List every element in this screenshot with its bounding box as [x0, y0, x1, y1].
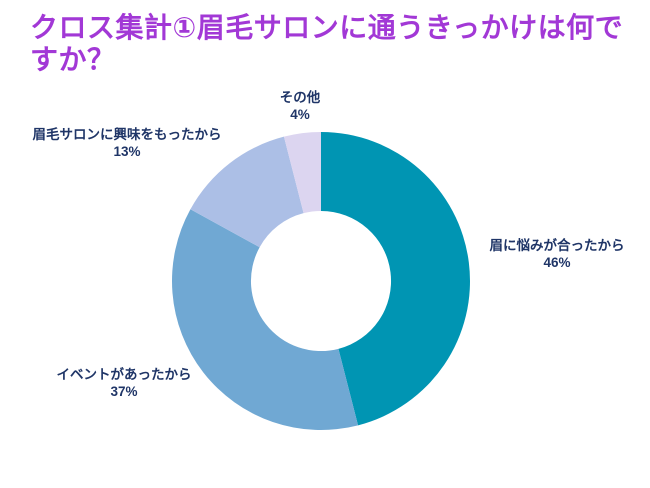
segment-percent: 37% — [110, 384, 138, 399]
segment-label-interest: 眉毛サロンに興味をもったから 13% — [33, 126, 222, 160]
segment-percent: 46% — [543, 255, 571, 270]
segment-percent: 4% — [290, 107, 310, 122]
segment-label-text: 眉に悩みが合ったから — [489, 238, 625, 253]
segment-percent: 13% — [113, 144, 141, 159]
segment-label-concerns: 眉に悩みが合ったから 46% — [490, 237, 625, 271]
pie-segment — [172, 209, 359, 430]
pie-segment — [321, 132, 470, 426]
segment-label-text: その他 — [279, 90, 321, 105]
segment-label-other: その他 4% — [280, 89, 321, 123]
chart-title: クロス集計①眉毛サロンに通うきっかけは何ですか？ — [30, 12, 624, 76]
pie-segment — [283, 132, 321, 214]
segment-label-text: イベントがあったから — [56, 367, 192, 382]
pie-segment — [190, 136, 304, 248]
donut-chart-svg — [172, 132, 470, 430]
segment-label-text: 眉毛サロンに興味をもったから — [32, 127, 222, 142]
segment-label-event: イベントがあったから 37% — [57, 366, 192, 400]
